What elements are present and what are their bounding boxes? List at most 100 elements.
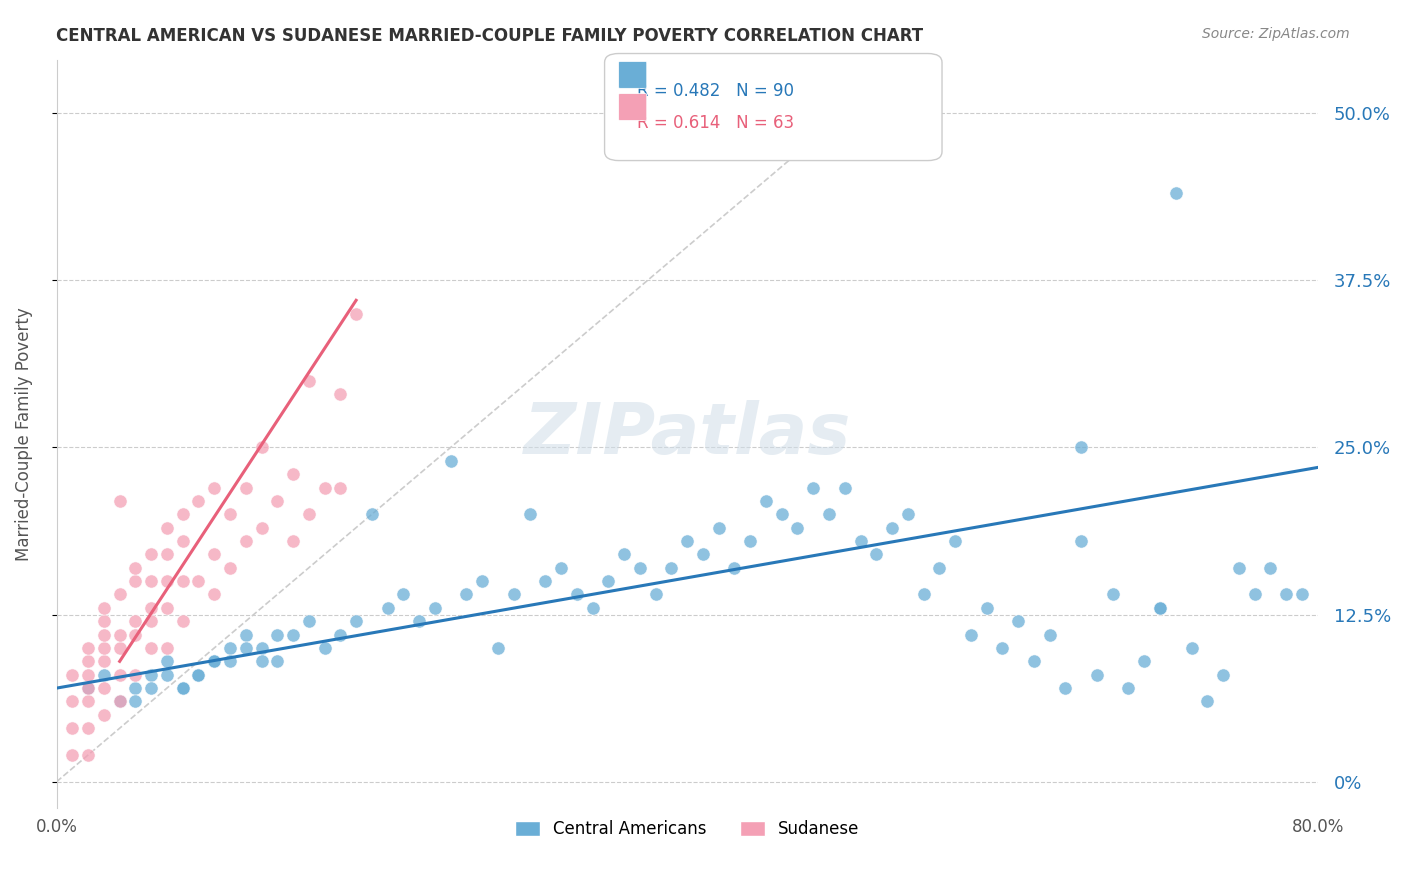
Sudanese bbox=[202, 547, 225, 561]
Sudanese bbox=[141, 640, 163, 655]
Sudanese bbox=[108, 587, 131, 601]
Central Americans bbox=[676, 534, 699, 549]
Central Americans bbox=[581, 600, 603, 615]
Y-axis label: Married-Couple Family Poverty: Married-Couple Family Poverty bbox=[15, 307, 32, 561]
Central Americans bbox=[502, 587, 524, 601]
Central Americans bbox=[344, 614, 367, 628]
Central Americans bbox=[141, 667, 163, 681]
Sudanese bbox=[108, 494, 131, 508]
Sudanese bbox=[77, 640, 100, 655]
Text: R = 0.482   N = 90: R = 0.482 N = 90 bbox=[637, 82, 794, 100]
Sudanese bbox=[202, 587, 225, 601]
Sudanese bbox=[187, 574, 209, 588]
Central Americans bbox=[1101, 587, 1123, 601]
Central Americans bbox=[692, 547, 714, 561]
Central Americans bbox=[1164, 186, 1187, 201]
Central Americans bbox=[1260, 560, 1282, 574]
Central Americans bbox=[644, 587, 666, 601]
Central Americans bbox=[1054, 681, 1077, 695]
Central Americans bbox=[360, 508, 382, 522]
Central Americans bbox=[534, 574, 557, 588]
Central Americans bbox=[628, 560, 651, 574]
Sudanese bbox=[60, 747, 83, 762]
Central Americans bbox=[187, 667, 209, 681]
Central Americans bbox=[1291, 587, 1313, 601]
Central Americans bbox=[202, 654, 225, 668]
Central Americans bbox=[598, 574, 620, 588]
Central Americans bbox=[486, 640, 509, 655]
Sudanese bbox=[172, 508, 194, 522]
Central Americans bbox=[912, 587, 935, 601]
Central Americans bbox=[1180, 640, 1202, 655]
Central Americans bbox=[1039, 627, 1062, 641]
Central Americans bbox=[202, 654, 225, 668]
Sudanese bbox=[314, 481, 336, 495]
Sudanese bbox=[124, 614, 146, 628]
Central Americans bbox=[880, 521, 903, 535]
Sudanese bbox=[141, 547, 163, 561]
Central Americans bbox=[423, 600, 446, 615]
Sudanese bbox=[298, 374, 321, 388]
Central Americans bbox=[377, 600, 399, 615]
Central Americans bbox=[1227, 560, 1250, 574]
Central Americans bbox=[740, 534, 762, 549]
Central Americans bbox=[314, 640, 336, 655]
Central Americans bbox=[456, 587, 478, 601]
Central Americans bbox=[960, 627, 983, 641]
Central Americans bbox=[440, 454, 463, 468]
Central Americans bbox=[77, 681, 100, 695]
Central Americans bbox=[329, 627, 352, 641]
Sudanese bbox=[281, 467, 304, 482]
Sudanese bbox=[219, 560, 242, 574]
Central Americans bbox=[786, 521, 808, 535]
Central Americans bbox=[613, 547, 636, 561]
Sudanese bbox=[93, 600, 115, 615]
Sudanese bbox=[141, 614, 163, 628]
Central Americans bbox=[519, 508, 541, 522]
Central Americans bbox=[1212, 667, 1234, 681]
Sudanese bbox=[108, 640, 131, 655]
Sudanese bbox=[172, 534, 194, 549]
Central Americans bbox=[266, 654, 288, 668]
Central Americans bbox=[172, 681, 194, 695]
Sudanese bbox=[93, 707, 115, 722]
Central Americans bbox=[865, 547, 887, 561]
Central Americans bbox=[219, 654, 242, 668]
Sudanese bbox=[202, 481, 225, 495]
Sudanese bbox=[281, 534, 304, 549]
Sudanese bbox=[124, 627, 146, 641]
Central Americans bbox=[392, 587, 415, 601]
Sudanese bbox=[329, 387, 352, 401]
Sudanese bbox=[156, 600, 179, 615]
Central Americans bbox=[1085, 667, 1108, 681]
Central Americans bbox=[723, 560, 745, 574]
Sudanese bbox=[60, 667, 83, 681]
Sudanese bbox=[124, 667, 146, 681]
Sudanese bbox=[266, 494, 288, 508]
Text: CENTRAL AMERICAN VS SUDANESE MARRIED-COUPLE FAMILY POVERTY CORRELATION CHART: CENTRAL AMERICAN VS SUDANESE MARRIED-COU… bbox=[56, 27, 924, 45]
Sudanese bbox=[77, 681, 100, 695]
Central Americans bbox=[266, 627, 288, 641]
Central Americans bbox=[124, 681, 146, 695]
Sudanese bbox=[93, 681, 115, 695]
Sudanese bbox=[141, 574, 163, 588]
Central Americans bbox=[156, 654, 179, 668]
Central Americans bbox=[550, 560, 572, 574]
Central Americans bbox=[471, 574, 494, 588]
Central Americans bbox=[172, 681, 194, 695]
Central Americans bbox=[755, 494, 778, 508]
Central Americans bbox=[1243, 587, 1265, 601]
Sudanese bbox=[156, 547, 179, 561]
Sudanese bbox=[93, 640, 115, 655]
Sudanese bbox=[124, 574, 146, 588]
Legend: Central Americans, Sudanese: Central Americans, Sudanese bbox=[508, 814, 866, 845]
Central Americans bbox=[1118, 681, 1140, 695]
Sudanese bbox=[108, 667, 131, 681]
Central Americans bbox=[250, 640, 273, 655]
Central Americans bbox=[141, 681, 163, 695]
Sudanese bbox=[93, 654, 115, 668]
Central Americans bbox=[124, 694, 146, 708]
Central Americans bbox=[235, 627, 257, 641]
Text: R = 0.614   N = 63: R = 0.614 N = 63 bbox=[637, 114, 794, 132]
Sudanese bbox=[60, 694, 83, 708]
